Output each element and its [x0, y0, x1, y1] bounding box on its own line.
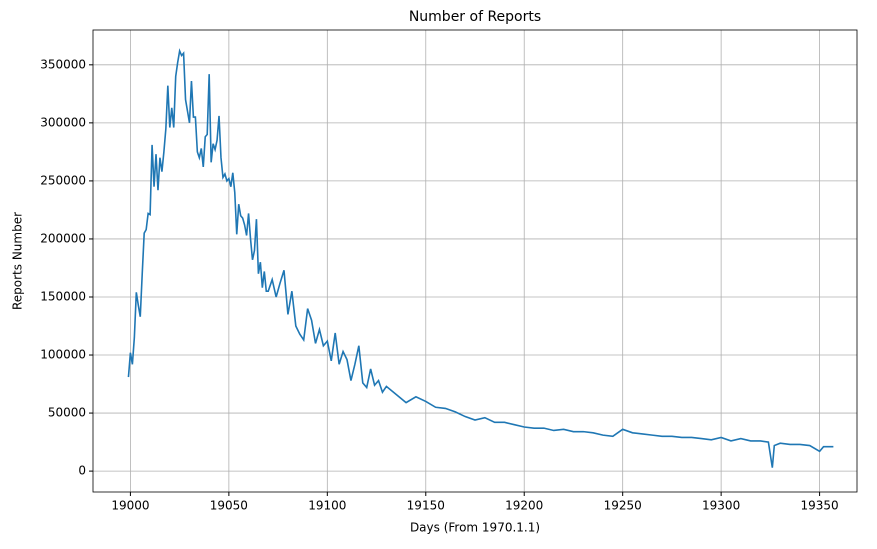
y-tick-label: 0 — [78, 464, 86, 478]
y-tick-label: 300000 — [40, 115, 86, 129]
x-tick-label: 19350 — [800, 499, 838, 513]
y-tick-label: 100000 — [40, 348, 86, 362]
x-tick-label: 19300 — [702, 499, 740, 513]
y-tick-label: 50000 — [48, 406, 86, 420]
y-tick-label: 200000 — [40, 231, 86, 245]
y-tick-label: 350000 — [40, 57, 86, 71]
x-tick-label: 19050 — [210, 499, 248, 513]
data-line — [127, 48, 834, 468]
x-tick-label: 19100 — [308, 499, 346, 513]
plot-frame — [92, 29, 858, 493]
x-tick-label: 19150 — [407, 499, 445, 513]
x-tick-label: 19000 — [111, 499, 149, 513]
y-tick-label: 150000 — [40, 289, 86, 303]
x-axis-label: Days (From 1970.1.1) — [410, 521, 540, 535]
x-tick-label: 19250 — [604, 499, 642, 513]
y-axis-label: Reports Number — [11, 212, 25, 310]
x-tick-label: 19200 — [505, 499, 543, 513]
y-tick-label: 250000 — [40, 173, 86, 187]
chart-title: Number of Reports — [409, 9, 541, 25]
